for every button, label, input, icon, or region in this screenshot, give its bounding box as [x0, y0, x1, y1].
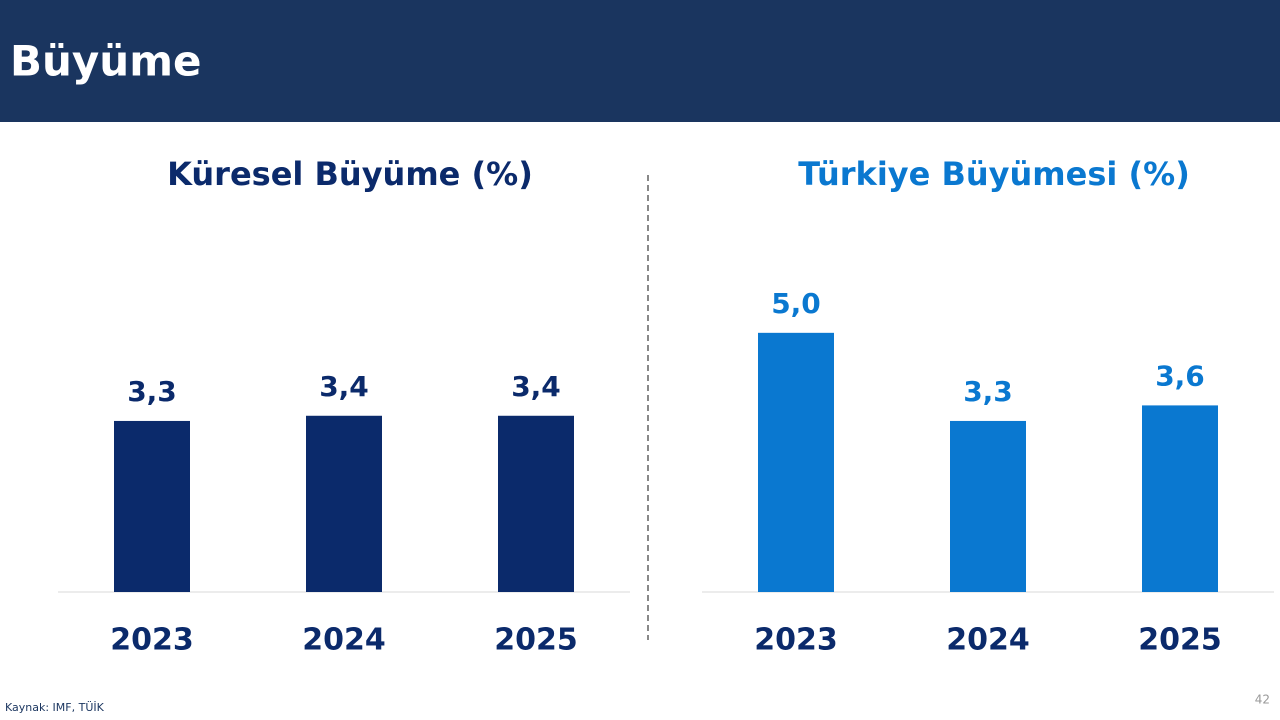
- header-bar: [0, 0, 1280, 122]
- value-label: 3,4: [511, 370, 561, 403]
- x-tick-label: 2023: [754, 623, 838, 658]
- bar: [306, 415, 382, 592]
- x-tick-label: 2025: [1138, 623, 1222, 658]
- x-tick-label: 2024: [946, 623, 1030, 658]
- bar: [498, 415, 574, 592]
- page-number: 42: [1255, 693, 1270, 707]
- x-tick-label: 2024: [302, 623, 386, 658]
- x-tick-label: 2023: [110, 623, 194, 658]
- slide-title: Büyüme: [10, 37, 201, 86]
- chart-title: Türkiye Büyümesi (%): [798, 155, 1190, 193]
- value-label: 3,4: [319, 370, 369, 403]
- source-note: Kaynak: IMF, TÜİK: [5, 701, 105, 714]
- value-label: 5,0: [771, 287, 821, 320]
- bar: [950, 420, 1026, 592]
- x-tick-label: 2025: [494, 623, 578, 658]
- bar: [758, 332, 834, 592]
- bar: [114, 420, 190, 592]
- bar: [1142, 405, 1218, 592]
- value-label: 3,6: [1155, 359, 1205, 392]
- chart-title: Küresel Büyüme (%): [167, 155, 533, 193]
- value-label: 3,3: [127, 375, 177, 408]
- value-label: 3,3: [963, 375, 1013, 408]
